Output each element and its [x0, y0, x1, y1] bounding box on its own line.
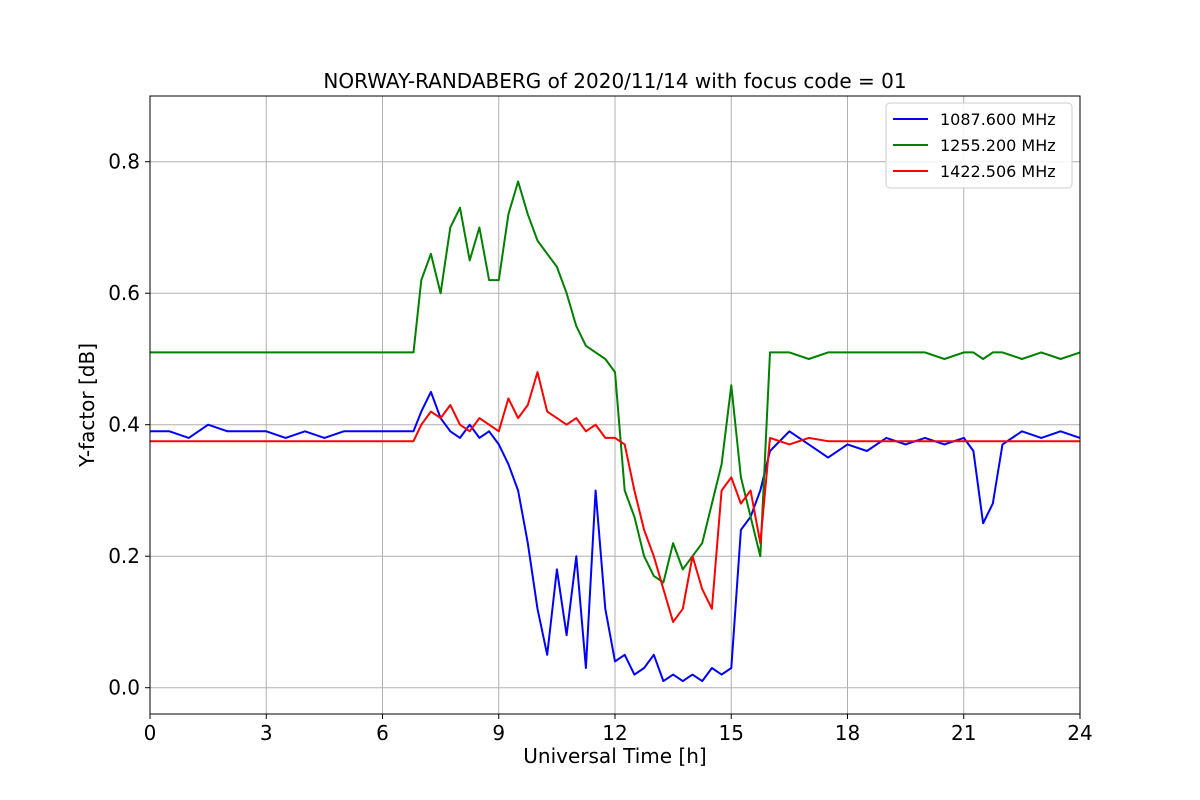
- y-tick-label: 0.0: [108, 676, 140, 700]
- y-axis: 0.0 0.2 0.4 0.6 0.8: [108, 150, 150, 700]
- legend-label: 1422.506 MHz: [940, 162, 1056, 181]
- x-axis-label: Universal Time [h]: [523, 744, 706, 768]
- y-tick-label: 0.2: [108, 544, 140, 568]
- x-tick-label: 21: [951, 721, 976, 745]
- x-tick-label: 0: [144, 721, 157, 745]
- legend: 1087.600 MHz 1255.200 MHz 1422.506 MHz: [885, 102, 1073, 189]
- series-line-3: [150, 371, 1080, 623]
- y-axis-label: Y-factor [dB]: [75, 343, 99, 468]
- x-tick-label: 12: [602, 721, 627, 745]
- y-tick-label: 0.6: [108, 281, 140, 305]
- x-tick-label: 15: [719, 721, 744, 745]
- y-tick-label: 0.8: [108, 150, 140, 174]
- x-axis: 0 3 6 9 12 15 18 21 24: [144, 714, 1093, 745]
- y-tick-label: 0.4: [108, 413, 140, 437]
- x-tick-label: 3: [260, 721, 273, 745]
- x-tick-label: 18: [835, 721, 860, 745]
- legend-label: 1087.600 MHz: [940, 110, 1056, 129]
- legend-box: [885, 102, 1073, 189]
- chart-title: NORWAY-RANDABERG of 2020/11/14 with focu…: [323, 69, 906, 93]
- x-tick-label: 6: [376, 721, 389, 745]
- x-tick-label: 24: [1067, 721, 1092, 745]
- series-line-2: [150, 180, 1081, 584]
- legend-label: 1255.200 MHz: [940, 136, 1056, 155]
- series-layer: [150, 180, 1081, 683]
- x-tick-label: 9: [492, 721, 505, 745]
